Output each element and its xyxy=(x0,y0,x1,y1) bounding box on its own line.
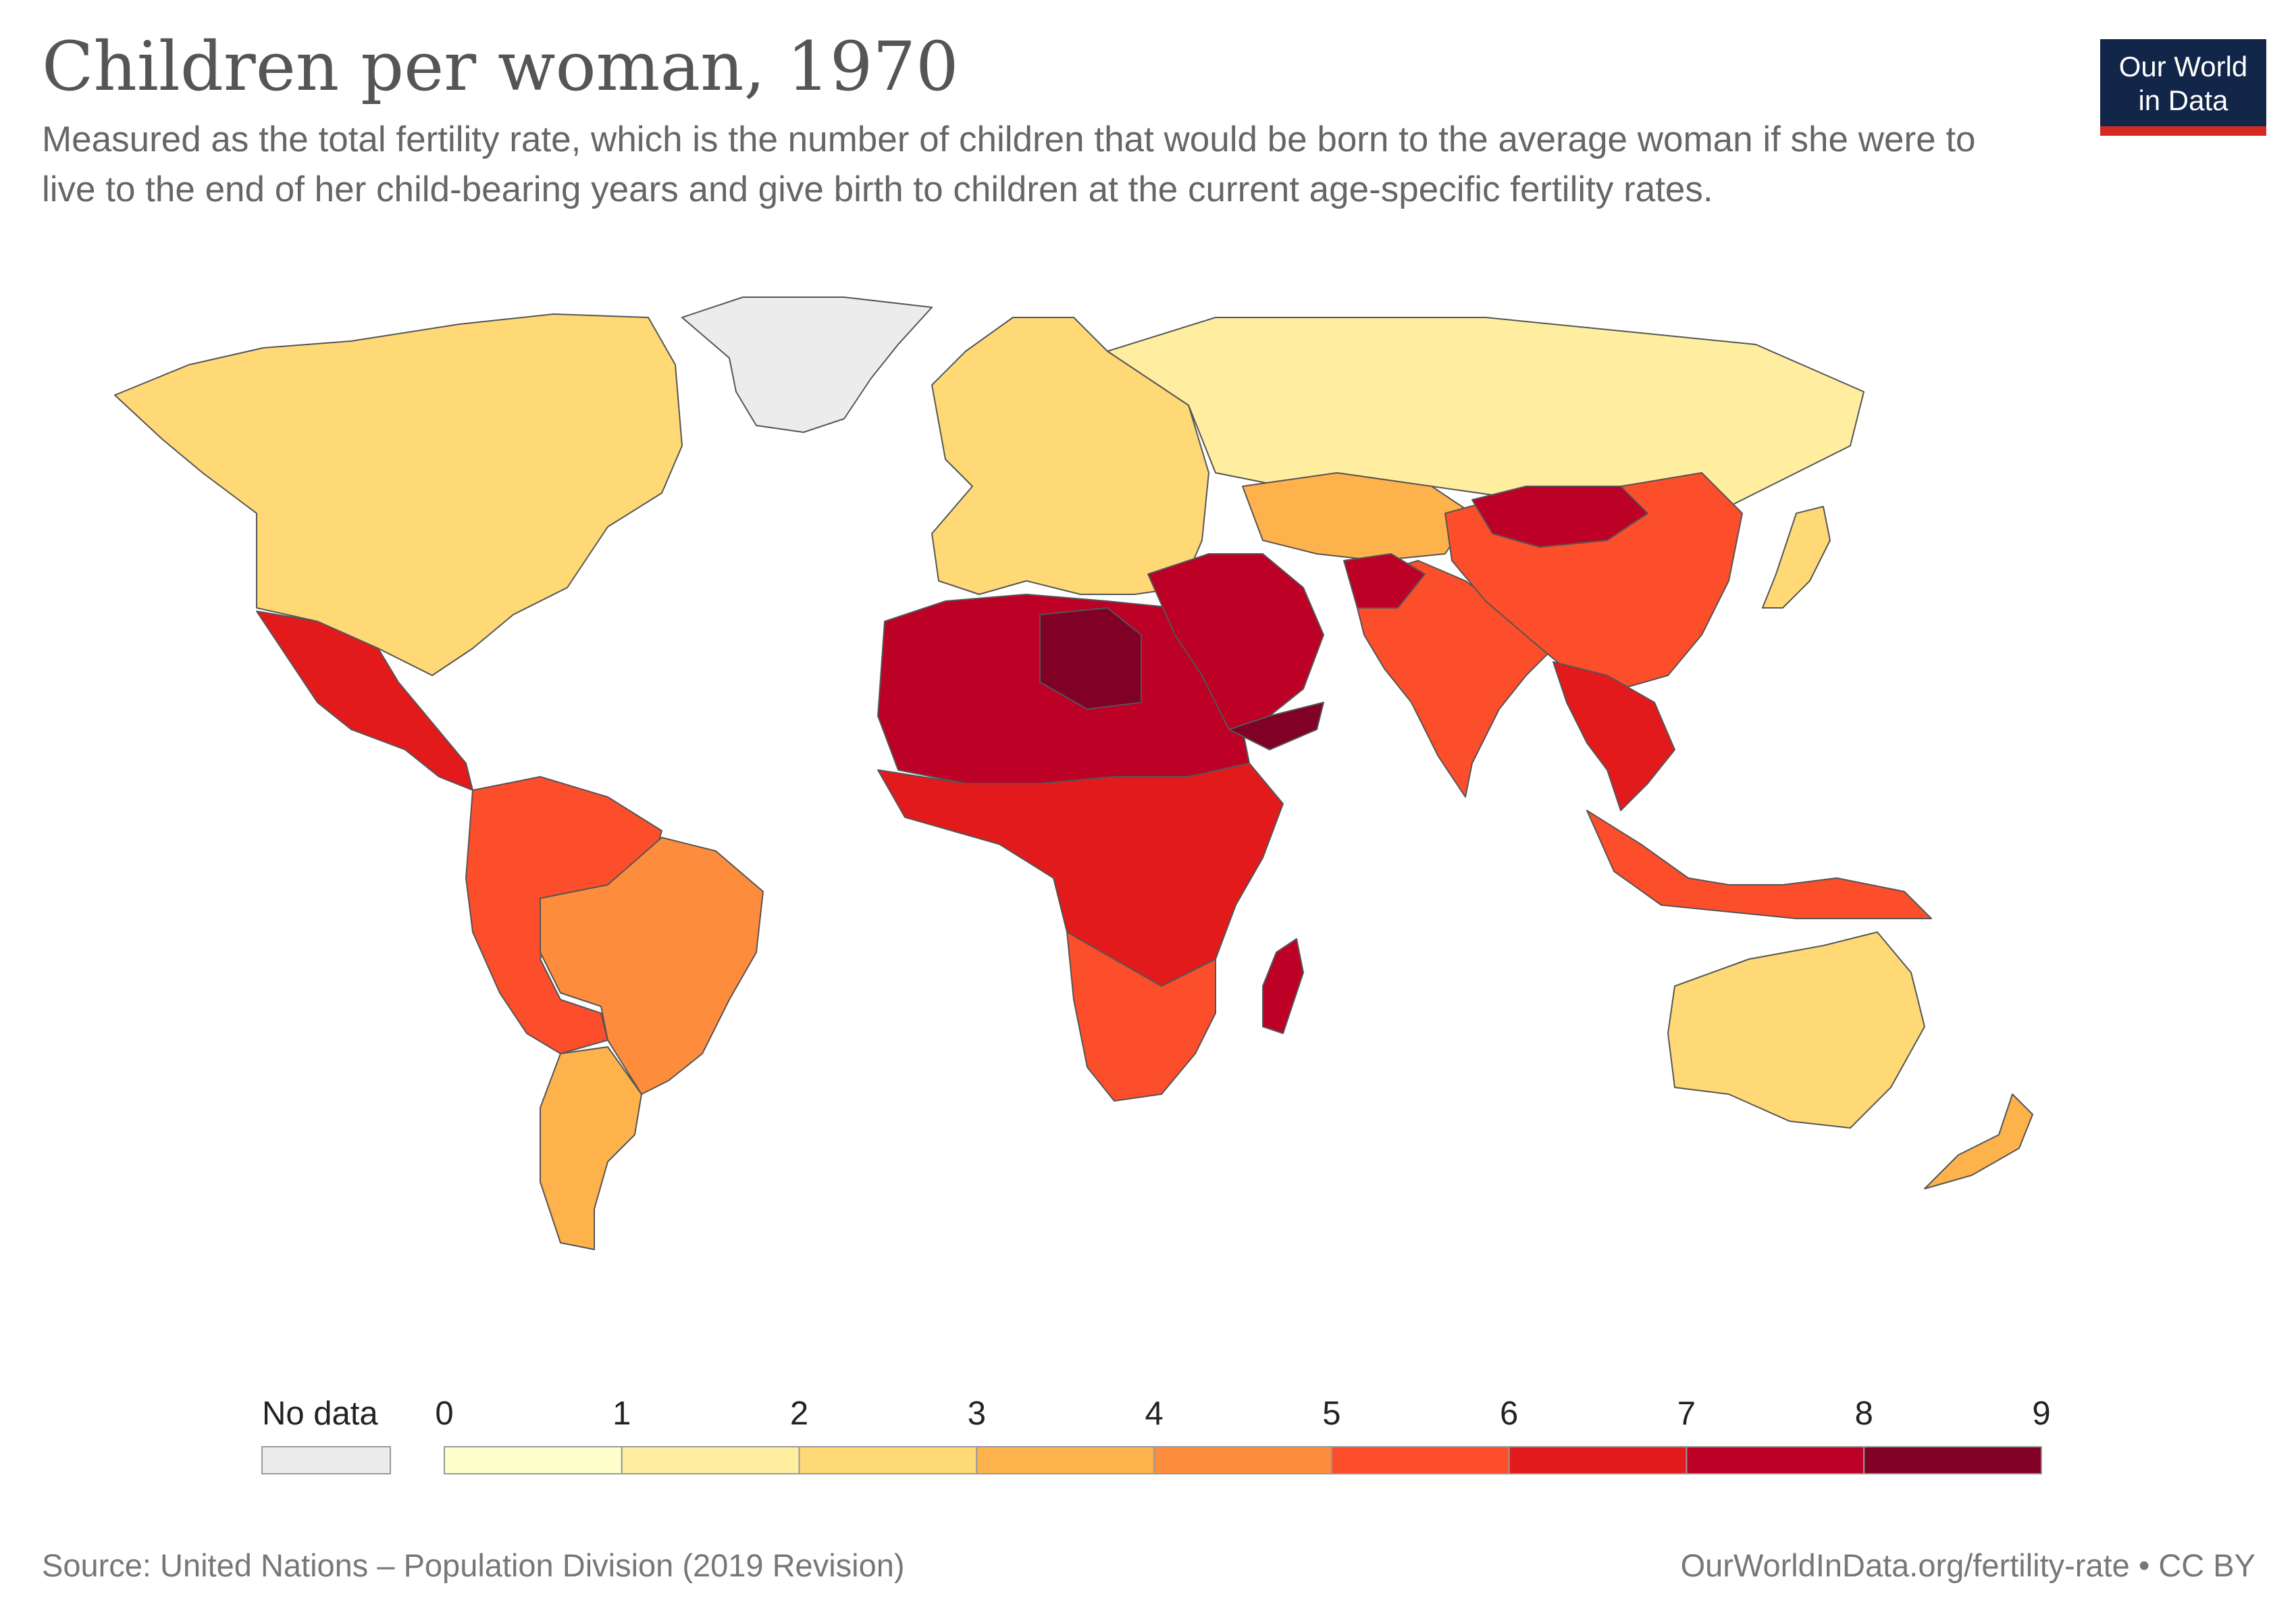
license-link[interactable]: OurWorldInData.org/fertility-rate • CC B… xyxy=(1680,1547,2255,1583)
region-kazakhstan[interactable] xyxy=(1242,472,1473,561)
logo-line-1: Our World xyxy=(2118,51,2248,82)
legend-tick-6: 6 xyxy=(1500,1395,1519,1432)
legend-bin-5-6[interactable] xyxy=(1330,1446,1510,1474)
legend-tick-0: 0 xyxy=(435,1395,454,1432)
region-indonesia[interactable] xyxy=(1586,810,1932,919)
legend-bin-0-1[interactable] xyxy=(444,1446,623,1474)
region-southern-africa[interactable] xyxy=(1066,931,1216,1102)
region-greenland[interactable] xyxy=(681,297,933,433)
legend-bin-7-8[interactable] xyxy=(1686,1446,1865,1474)
region-afghanistan[interactable] xyxy=(1343,553,1426,609)
region-north-america[interactable] xyxy=(114,313,683,676)
region-australia[interactable] xyxy=(1667,931,1925,1129)
region-southeast-asia[interactable] xyxy=(1553,661,1675,811)
region-sub-saharan-africa[interactable] xyxy=(877,763,1284,994)
region-brazil[interactable] xyxy=(540,837,764,1095)
logo-line-2: in Data xyxy=(2138,84,2228,116)
legend-tick-7: 7 xyxy=(1677,1395,1696,1432)
source-note: Source: United Nations – Population Divi… xyxy=(42,1547,905,1583)
region-southern-cone[interactable] xyxy=(540,1046,642,1250)
legend-tick-4: 4 xyxy=(1145,1395,1164,1432)
region-libya[interactable] xyxy=(1039,607,1142,710)
legend-bin-4-5[interactable] xyxy=(1153,1446,1332,1474)
region-middle-east[interactable] xyxy=(1147,553,1324,730)
legend-bin-6-7[interactable] xyxy=(1508,1446,1688,1474)
region-yemen[interactable] xyxy=(1228,702,1324,750)
chart-title: Children per woman, 1970 xyxy=(42,27,959,106)
chart-subtitle: Measured as the total fertility rate, wh… xyxy=(42,120,1976,209)
region-new-zealand[interactable] xyxy=(1924,1093,2033,1189)
region-mongolia[interactable] xyxy=(1471,486,1648,548)
legend-bin-2-3[interactable] xyxy=(798,1446,978,1474)
legend-no-data-swatch xyxy=(261,1446,391,1474)
owid-logo[interactable]: Our World in Data xyxy=(2100,39,2266,136)
legend-bin-8-9[interactable] xyxy=(1863,1446,2042,1474)
legend-bin-1-2[interactable] xyxy=(621,1446,800,1474)
no-data-label: No data xyxy=(262,1395,378,1432)
region-russia[interactable] xyxy=(1107,317,1864,514)
legend-tick-8: 8 xyxy=(1854,1395,1873,1432)
legend-tick-3: 3 xyxy=(967,1395,986,1432)
legend-tick-1: 1 xyxy=(612,1395,631,1432)
legend-bin-3-4[interactable] xyxy=(976,1446,1155,1474)
region-japan[interactable] xyxy=(1762,506,1831,609)
region-madagascar[interactable] xyxy=(1262,938,1304,1034)
region-south-america-north[interactable] xyxy=(465,776,662,1054)
legend-tick-5: 5 xyxy=(1322,1395,1341,1432)
legend-tick-2: 2 xyxy=(789,1395,809,1432)
legend-tick-9: 9 xyxy=(2032,1395,2051,1432)
